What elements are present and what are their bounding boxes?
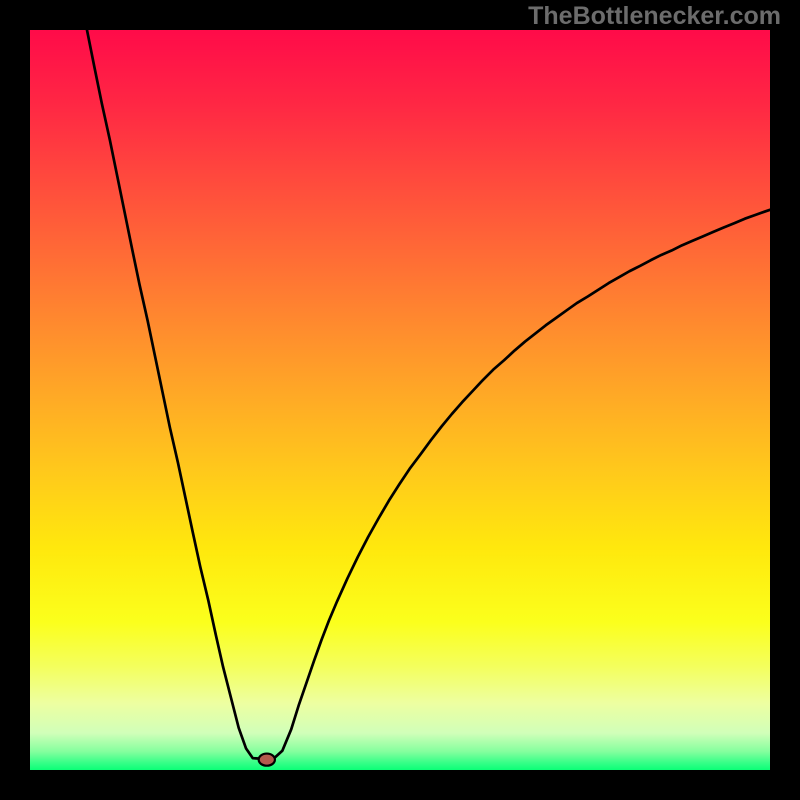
watermark-text: TheBottlenecker.com [528, 2, 781, 31]
plot-area [30, 30, 770, 770]
chart-frame: TheBottlenecker.com [0, 0, 800, 800]
